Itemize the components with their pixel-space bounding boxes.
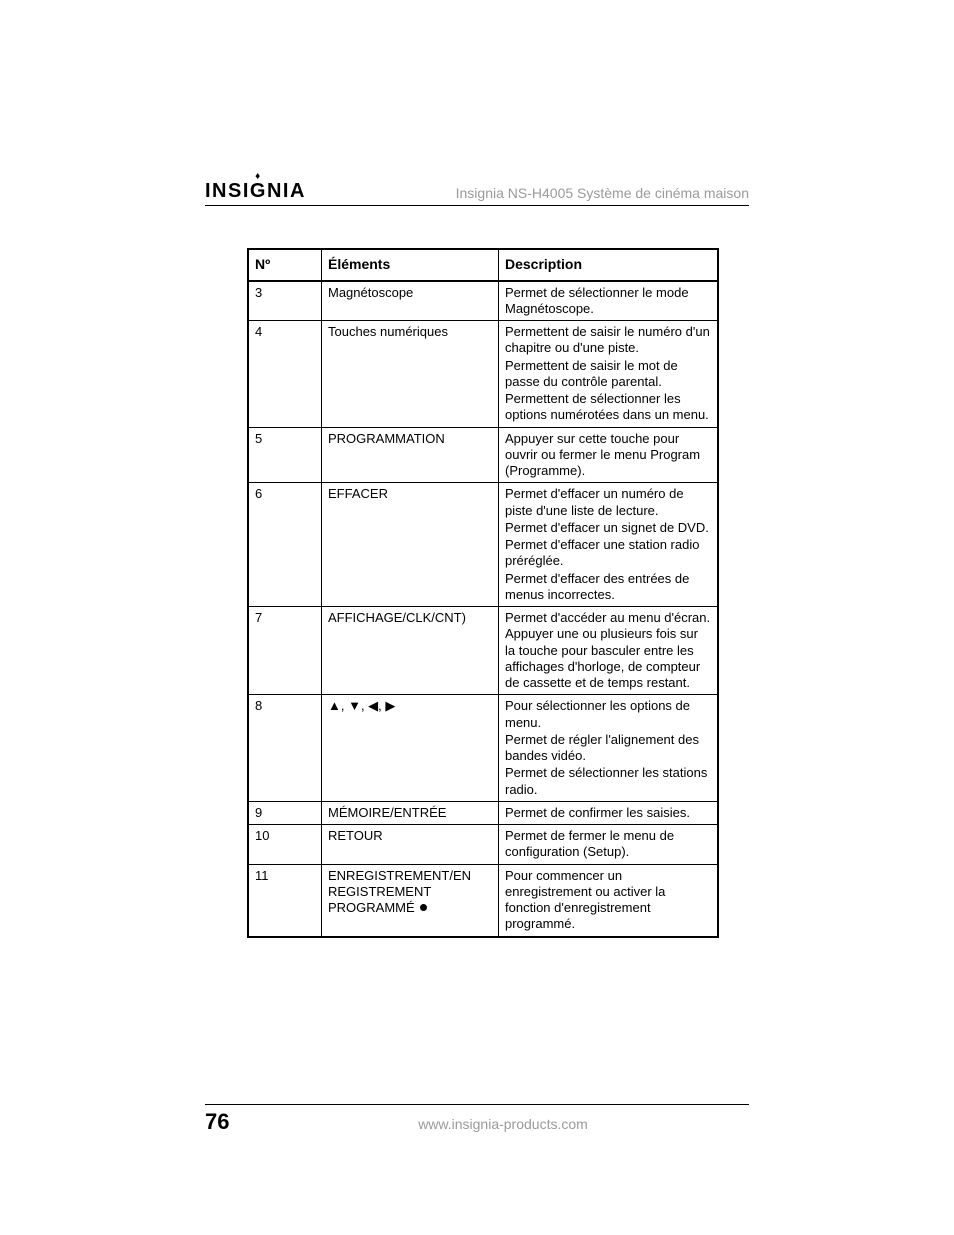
table-row: 3 Magnétoscope Permet de sélectionner le m… (248, 281, 718, 321)
cell-element: AFFICHAGE/CLK/CNT) (322, 607, 499, 695)
description-paragraph: Permettent de sélectionner les options n… (505, 391, 711, 424)
cell-element: PROGRAMMATION (322, 427, 499, 483)
cell-description: Pour sélectionner les options de menu.Pe… (499, 695, 719, 802)
element-line: REGISTREMENT (328, 884, 492, 900)
description-paragraph: Permettent de saisir le numéro d'un chap… (505, 324, 711, 357)
cell-num: 7 (248, 607, 322, 695)
cell-num: 11 (248, 864, 322, 937)
table-row: 7 AFFICHAGE/CLK/CNT) Permet d'accéder au m… (248, 607, 718, 695)
cell-num: 9 (248, 801, 322, 824)
cell-description: Permet d'accéder au menu d'écran. Appuye… (499, 607, 719, 695)
table-row: 9 MÉMOIRE/ENTRÉE Permet de confirmer les s… (248, 801, 718, 824)
table-row: 8 ▲, ▼, ◀, ▶ Pour sélectionner les options… (248, 695, 718, 802)
cell-description: Appuyer sur cette touche pour ouvrir ou … (499, 427, 719, 483)
manual-page: INSI♦GNIA Insignia NS-H4005 Système de c… (0, 0, 954, 1235)
cell-element: RETOUR (322, 825, 499, 865)
cell-num: 8 (248, 695, 322, 802)
description-paragraph: Permet d'effacer un numéro de piste d'un… (505, 486, 711, 519)
table-container: Nº Éléments Description 3 Magnétoscope Per… (247, 248, 749, 938)
cell-element: ▲, ▼, ◀, ▶ (322, 695, 499, 802)
cell-element: EFFACER (322, 483, 499, 607)
element-line: AFFICHAGE/CLK/CNT) (328, 610, 492, 626)
description-paragraph: Permet de sélectionner les stations radi… (505, 765, 711, 798)
element-line: ENREGISTREMENT/EN (328, 868, 492, 884)
description-paragraph: Permet d'effacer des entrées de menus in… (505, 571, 711, 604)
description-paragraph: Pour sélectionner les options de menu. (505, 698, 711, 731)
col-header-description: Description (499, 249, 719, 281)
element-line: Magnétoscope (328, 285, 492, 301)
cell-num: 10 (248, 825, 322, 865)
description-paragraph: Permet de fermer le menu de configuratio… (505, 828, 711, 861)
document-title: Insignia NS-H4005 Système de cinéma mais… (456, 185, 749, 203)
record-dot-icon (420, 904, 427, 911)
description-paragraph: Appuyer sur cette touche pour ouvrir ou … (505, 431, 711, 480)
brand-logo: INSI♦GNIA (205, 180, 306, 203)
brand-text-post: NIA (267, 180, 306, 203)
cell-description: Permet de confirmer les saisies. (499, 801, 719, 824)
description-paragraph: Permet de confirmer les saisies. (505, 805, 711, 821)
col-header-elements: Éléments (322, 249, 499, 281)
crown-icon: ♦ (255, 172, 262, 182)
table-body: 3 Magnétoscope Permet de sélectionner le m… (248, 281, 718, 937)
cell-element: Magnétoscope (322, 281, 499, 321)
table-row: 5 PROGRAMMATION Appuyer sur cette touche p… (248, 427, 718, 483)
direction-arrows-icon: ▲, ▼, ◀, ▶ (328, 698, 492, 714)
element-line: RETOUR (328, 828, 492, 844)
cell-description: Permettent de saisir le numéro d'un chap… (499, 321, 719, 428)
description-paragraph: Permet d'effacer une station radio préré… (505, 537, 711, 570)
cell-element: ENREGISTREMENT/ENREGISTREMENTPROGRAMMÉ (322, 864, 499, 937)
description-paragraph: Pour commencer un enregistrement ou acti… (505, 868, 711, 933)
page-number: 76 (205, 1109, 257, 1135)
description-paragraph: Permettent de saisir le mot de passe du … (505, 358, 711, 391)
cell-element: MÉMOIRE/ENTRÉE (322, 801, 499, 824)
cell-num: 3 (248, 281, 322, 321)
description-paragraph: Permet d'effacer un signet de DVD. (505, 520, 711, 536)
table-row: 4 Touches numériques Permettent de saisir … (248, 321, 718, 428)
cell-description: Permet de sélectionner le mode Magnétosc… (499, 281, 719, 321)
brand-g: ♦G (250, 180, 267, 203)
col-header-num: Nº (248, 249, 322, 281)
cell-num: 6 (248, 483, 322, 607)
cell-num: 5 (248, 427, 322, 483)
cell-num: 4 (248, 321, 322, 428)
element-line: Touches numériques (328, 324, 492, 340)
table-row: 6 EFFACER Permet d'effacer un numéro de pi… (248, 483, 718, 607)
description-paragraph: Permet de régler l'alignement des bandes… (505, 732, 711, 765)
table-row: 10 RETOUR Permet de fermer le menu de conf… (248, 825, 718, 865)
elements-table: Nº Éléments Description 3 Magnétoscope Per… (247, 248, 719, 938)
table-row: 11ENREGISTREMENT/ENREGISTREMENTPROGRAMMÉ… (248, 864, 718, 937)
cell-description: Permet d'effacer un numéro de piste d'un… (499, 483, 719, 607)
cell-description: Permet de fermer le menu de configuratio… (499, 825, 719, 865)
footer-url: www.insignia-products.com (257, 1116, 749, 1132)
element-line: MÉMOIRE/ENTRÉE (328, 805, 492, 821)
page-footer: 76 www.insignia-products.com (205, 1104, 749, 1135)
page-header: INSI♦GNIA Insignia NS-H4005 Système de c… (205, 180, 749, 206)
element-line: EFFACER (328, 486, 492, 502)
description-paragraph: Permet de sélectionner le mode Magnétosc… (505, 285, 711, 318)
brand-text-pre: INSI (205, 180, 250, 203)
table-header-row: Nº Éléments Description (248, 249, 718, 281)
element-line: PROGRAMMATION (328, 431, 492, 447)
cell-description: Pour commencer un enregistrement ou acti… (499, 864, 719, 937)
cell-element: Touches numériques (322, 321, 499, 428)
element-line: PROGRAMMÉ (328, 900, 492, 916)
description-paragraph: Permet d'accéder au menu d'écran. Appuye… (505, 610, 711, 691)
